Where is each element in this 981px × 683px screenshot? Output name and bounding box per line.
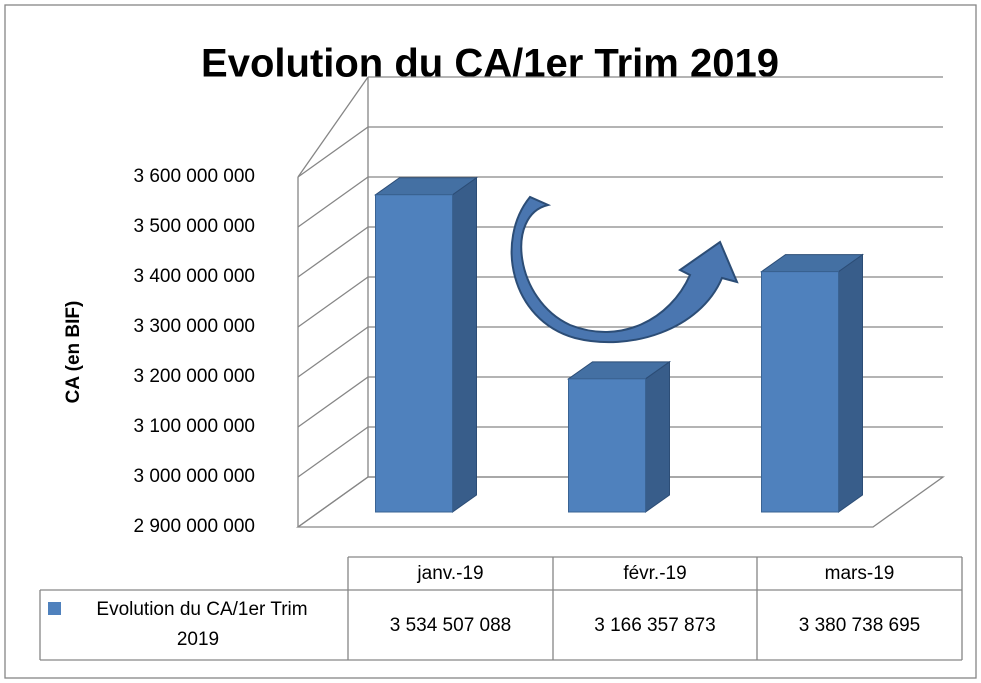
grid-line — [297, 326, 369, 378]
bar-side — [452, 176, 477, 513]
y-tick-label: 3 400 000 000 — [133, 266, 255, 287]
legend-label-line: Evolution du CA/1er Trim — [96, 599, 307, 620]
y-tick-label: 3 200 000 000 — [133, 366, 255, 387]
table-value: 3 380 738 695 — [799, 615, 921, 636]
grid-line — [297, 226, 369, 278]
table-category: févr.-19 — [623, 563, 686, 584]
grid-line — [297, 126, 369, 178]
bar-side — [838, 253, 863, 513]
grid-line — [297, 426, 369, 478]
bar-front — [568, 378, 646, 513]
wall-edge — [297, 76, 369, 178]
plot-area: 2 900 000 000 3 000 000 000 3 100 000 000 3… — [133, 76, 946, 537]
y-tick-label: 3 500 000 000 — [133, 216, 255, 237]
legend-swatch — [48, 602, 61, 615]
bar-front — [761, 271, 839, 513]
chart-title: Evolution du CA/1er Trim 2019 — [201, 42, 779, 86]
data-table: janv.-19 févr.-19 mars-19 Evolution du CA/1… — [39, 556, 963, 661]
table-category: janv.-19 — [416, 563, 483, 584]
grid-line — [297, 176, 369, 228]
bar — [566, 360, 672, 513]
table-category: mars-19 — [825, 563, 895, 584]
bar — [373, 176, 479, 513]
table-value: 3 166 357 873 — [594, 615, 716, 636]
y-tick-label: 3 600 000 000 — [133, 166, 255, 187]
legend-label-line: 2019 — [177, 629, 219, 650]
y-tick-label: 3 300 000 000 — [133, 316, 255, 337]
trend-arrow — [510, 195, 739, 344]
bar — [759, 253, 865, 513]
grid-line — [297, 476, 369, 528]
grid-line — [297, 276, 369, 328]
legend-label: Evolution du CA/1er Trim 2019 — [96, 599, 307, 650]
table-value: 3 534 507 088 — [390, 615, 512, 636]
y-tick-label: 2 900 000 000 — [133, 516, 255, 537]
y-axis-label: CA (en BIF) — [63, 301, 84, 404]
y-tick-label: 3 000 000 000 — [133, 466, 255, 487]
grid-line — [297, 376, 369, 428]
y-tick-label: 3 100 000 000 — [133, 416, 255, 437]
bar-side — [645, 360, 670, 513]
bar-front — [375, 194, 453, 513]
